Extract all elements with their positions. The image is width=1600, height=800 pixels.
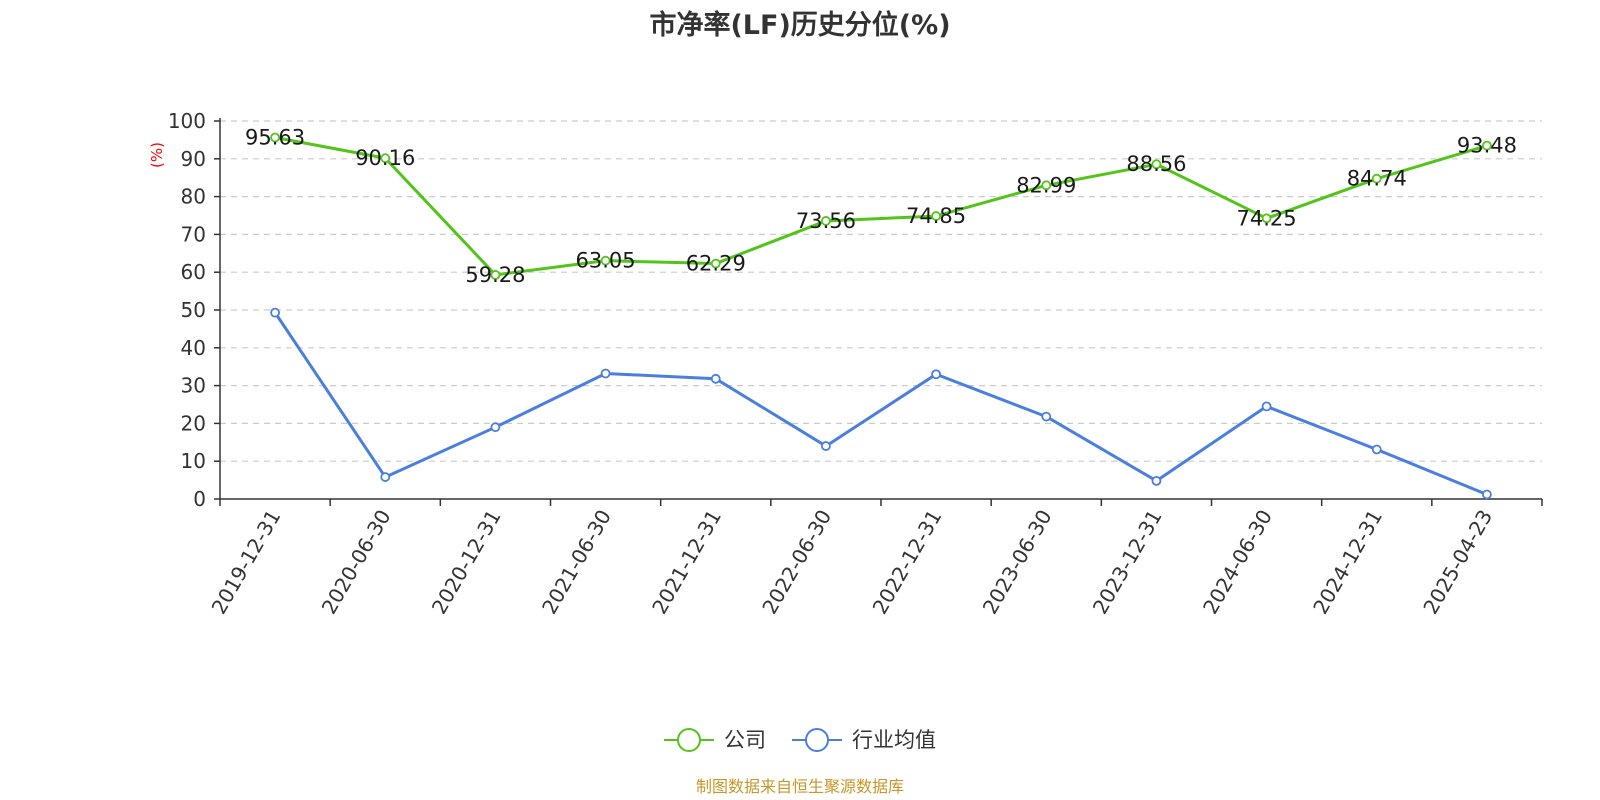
- data-point[interactable]: [490, 270, 501, 280]
- legend-marker: [805, 728, 829, 752]
- grid-lines: [220, 120, 1542, 462]
- data-label: 74.25: [1237, 206, 1297, 230]
- x-tick-label: 2023-06-30: [978, 506, 1057, 619]
- data-point[interactable]: [1371, 173, 1382, 184]
- x-tick-label: 2020-06-30: [317, 506, 396, 619]
- data-point[interactable]: [380, 472, 391, 482]
- data-point[interactable]: [1261, 401, 1272, 412]
- y-tick-label: 30: [181, 374, 206, 398]
- data-point[interactable]: [270, 307, 280, 318]
- x-tick-label: 2021-06-30: [537, 506, 616, 619]
- data-label: 63.05: [576, 249, 636, 273]
- data-point[interactable]: [1151, 159, 1162, 170]
- source-note: 制图数据来自恒生聚源数据库: [696, 777, 904, 796]
- data-point[interactable]: [1041, 411, 1052, 422]
- y-tick-label: 40: [181, 336, 206, 360]
- data-label: 62.29: [686, 252, 746, 276]
- data-point[interactable]: [821, 441, 831, 451]
- data-label: 93.48: [1457, 134, 1517, 158]
- legend-label: 行业均值: [852, 728, 936, 752]
- y-tick-label: 80: [181, 185, 206, 209]
- x-tick-labels: 2019-12-31 2020-06-30 2020-12-31 2021-06-30…: [207, 506, 1498, 619]
- legend-item[interactable]: 公司: [664, 728, 766, 752]
- y-tick-labels: 0 10 20 30 40 50 60 70 80 90 100: [168, 109, 206, 511]
- data-point[interactable]: [931, 211, 941, 221]
- y-axis-label: (%): [148, 142, 166, 168]
- y-tick-label: 0: [193, 487, 206, 511]
- data-label: 84.74: [1347, 167, 1407, 191]
- data-point[interactable]: [710, 258, 721, 269]
- x-tick-label: 2024-06-30: [1198, 506, 1277, 619]
- x-tick-label: 2020-12-31: [427, 506, 506, 619]
- data-point[interactable]: [1482, 489, 1492, 500]
- data-point[interactable]: [1261, 213, 1272, 224]
- data-point[interactable]: [380, 153, 391, 164]
- data-label: 59.28: [465, 263, 525, 287]
- data-label: 74.85: [906, 204, 966, 228]
- y-tick-label: 90: [181, 147, 206, 171]
- data-label: 82.99: [1016, 173, 1076, 197]
- data-point[interactable]: [710, 373, 721, 384]
- series-group: 95.63 90.16 59.28 63.05 62.29 73.56 74.85 82.99…: [245, 126, 1517, 500]
- data-point[interactable]: [1041, 180, 1052, 191]
- data-point[interactable]: [931, 369, 941, 380]
- legend-item[interactable]: 行业均值: [792, 728, 936, 752]
- data-label: 88.56: [1126, 152, 1186, 176]
- y-tick-label: 10: [181, 449, 206, 473]
- legend-marker: [677, 728, 701, 752]
- legend-label: 公司: [724, 728, 766, 752]
- y-tick-label: 60: [181, 260, 206, 284]
- x-tick-label: 2019-12-31: [207, 506, 286, 619]
- x-tick-label: 2022-06-30: [757, 506, 836, 619]
- y-tick-label: 100: [168, 109, 206, 133]
- series-line: [273, 311, 1488, 496]
- data-point[interactable]: [490, 422, 501, 433]
- x-tick-label: 2022-12-31: [868, 506, 947, 619]
- legend[interactable]: 公司 行业均值: [664, 728, 936, 752]
- data-point[interactable]: [1482, 140, 1492, 151]
- data-point[interactable]: [1151, 475, 1162, 486]
- data-label: 90.16: [355, 146, 415, 170]
- data-point[interactable]: [270, 132, 280, 143]
- x-tick-label: 2024-12-31: [1308, 506, 1387, 619]
- chart-title: 市净率(LF)历史分位(%): [649, 9, 950, 41]
- data-point[interactable]: [600, 368, 611, 379]
- x-tick-label: 2025-04-23: [1418, 506, 1497, 619]
- y-tick-label: 50: [181, 298, 206, 322]
- y-tick-label: 70: [181, 222, 206, 246]
- data-point[interactable]: [600, 255, 611, 266]
- x-tick-label: 2021-12-31: [647, 506, 726, 619]
- series-line: [274, 136, 1488, 277]
- data-label: 73.56: [796, 209, 856, 233]
- x-tick-label: 2023-12-31: [1088, 506, 1167, 619]
- data-point[interactable]: [1371, 444, 1382, 455]
- y-tick-label: 20: [181, 411, 206, 435]
- data-point[interactable]: [821, 216, 831, 226]
- data-label: 95.63: [245, 126, 305, 150]
- axes: [214, 118, 1543, 506]
